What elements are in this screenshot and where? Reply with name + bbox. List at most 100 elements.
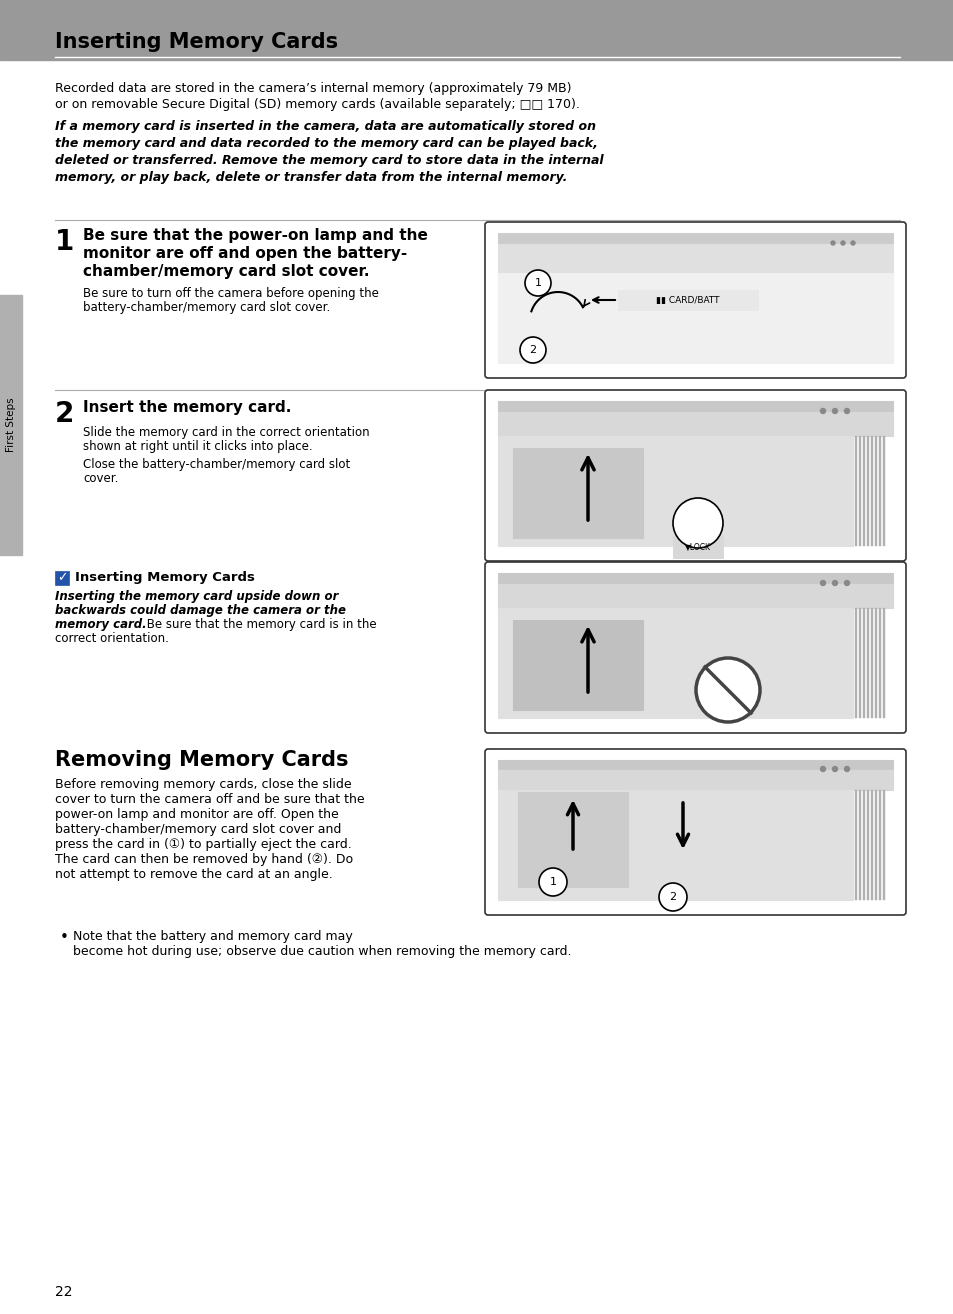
Circle shape [830, 240, 834, 244]
Text: Inserting Memory Cards: Inserting Memory Cards [75, 572, 254, 583]
Bar [878, 436, 880, 547]
Bar [497, 790, 852, 900]
Bar [874, 436, 876, 547]
Text: ✓: ✓ [56, 572, 67, 585]
Bar [866, 436, 868, 547]
Text: Be sure that the power-on lamp and the: Be sure that the power-on lamp and the [83, 229, 428, 243]
Bar [858, 608, 861, 717]
Text: Recorded data are stored in the camera’s internal memory (approximately 79 MB): Recorded data are stored in the camera’s… [55, 81, 571, 95]
Text: Close the battery-chamber/memory card slot: Close the battery-chamber/memory card sl… [83, 459, 350, 470]
Text: 2: 2 [529, 346, 536, 355]
Bar [854, 790, 856, 900]
Text: not attempt to remove the card at an angle.: not attempt to remove the card at an ang… [55, 869, 333, 880]
Text: monitor are off and open the battery-: monitor are off and open the battery- [83, 246, 407, 261]
Bar [0, 296, 22, 555]
Bar [497, 573, 892, 583]
Text: memory card.: memory card. [55, 618, 147, 631]
Bar [497, 273, 892, 363]
Bar [497, 401, 892, 411]
Bar [870, 608, 872, 717]
Circle shape [538, 869, 566, 896]
Bar [854, 608, 856, 717]
Bar [517, 792, 627, 887]
Text: become hot during use; observe due caution when removing the memory card.: become hot during use; observe due cauti… [73, 945, 571, 958]
Circle shape [843, 581, 848, 586]
Bar [513, 620, 642, 710]
Bar [874, 790, 876, 900]
Bar [497, 233, 892, 273]
Circle shape [850, 240, 854, 244]
Circle shape [832, 409, 837, 414]
Text: Removing Memory Cards: Removing Memory Cards [55, 750, 348, 770]
Text: 1: 1 [549, 876, 556, 887]
Text: Inserting Memory Cards: Inserting Memory Cards [55, 32, 337, 53]
Text: backwards could damage the camera or the: backwards could damage the camera or the [55, 604, 346, 618]
Text: 22: 22 [55, 1285, 72, 1300]
Circle shape [841, 240, 844, 244]
Bar [878, 790, 880, 900]
Text: deleted or transferred. Remove the memory card to store data in the internal: deleted or transferred. Remove the memor… [55, 154, 603, 167]
Text: If a memory card is inserted in the camera, data are automatically stored on: If a memory card is inserted in the came… [55, 120, 596, 133]
Bar [672, 536, 722, 558]
Text: memory, or play back, delete or transfer data from the internal memory.: memory, or play back, delete or transfer… [55, 171, 567, 184]
Bar [497, 233, 892, 243]
Bar [513, 448, 642, 537]
Text: the memory card and data recorded to the memory card can be played back,: the memory card and data recorded to the… [55, 137, 598, 150]
Text: battery-chamber/memory card slot cover and: battery-chamber/memory card slot cover a… [55, 823, 341, 836]
Circle shape [820, 581, 824, 586]
Bar [870, 790, 872, 900]
Text: ▮▮ CARD/BATT: ▮▮ CARD/BATT [656, 296, 719, 305]
Circle shape [832, 766, 837, 771]
Bar [862, 608, 864, 717]
Circle shape [519, 336, 545, 363]
Text: •: • [60, 930, 69, 945]
Circle shape [672, 498, 722, 548]
Text: Be sure that the memory card is in the: Be sure that the memory card is in the [143, 618, 376, 631]
Circle shape [832, 581, 837, 586]
Bar [870, 436, 872, 547]
Text: Note that the battery and memory card may: Note that the battery and memory card ma… [73, 930, 353, 943]
Text: press the card in (①) to partially eject the card.: press the card in (①) to partially eject… [55, 838, 352, 851]
Bar [497, 436, 852, 547]
Text: 2: 2 [669, 892, 676, 901]
Bar [874, 608, 876, 717]
Bar [618, 290, 758, 310]
Text: power-on lamp and monitor are off. Open the: power-on lamp and monitor are off. Open … [55, 808, 338, 821]
Circle shape [659, 883, 686, 911]
Bar [497, 759, 892, 769]
Bar [882, 608, 884, 717]
Bar [497, 608, 852, 717]
Circle shape [843, 409, 848, 414]
Text: Slide the memory card in the correct orientation: Slide the memory card in the correct ori… [83, 426, 369, 439]
Text: ▼LOCK: ▼LOCK [684, 543, 710, 552]
Circle shape [820, 766, 824, 771]
Text: 1: 1 [55, 229, 74, 256]
Bar [862, 436, 864, 547]
FancyBboxPatch shape [484, 390, 905, 561]
Bar [882, 436, 884, 547]
Text: shown at right until it clicks into place.: shown at right until it clicks into plac… [83, 440, 313, 453]
Circle shape [524, 269, 551, 296]
Text: correct orientation.: correct orientation. [55, 632, 169, 645]
FancyBboxPatch shape [484, 749, 905, 915]
Bar [866, 790, 868, 900]
Bar [878, 608, 880, 717]
Bar [858, 436, 861, 547]
Text: cover to turn the camera off and be sure that the: cover to turn the camera off and be sure… [55, 794, 364, 805]
Bar [862, 790, 864, 900]
Circle shape [843, 766, 848, 771]
Text: chamber/memory card slot cover.: chamber/memory card slot cover. [83, 264, 369, 279]
Text: Be sure to turn off the camera before opening the: Be sure to turn off the camera before op… [83, 286, 378, 300]
Circle shape [820, 409, 824, 414]
Bar [497, 401, 892, 436]
FancyBboxPatch shape [484, 222, 905, 378]
Text: 1: 1 [534, 279, 541, 288]
Bar [497, 573, 892, 608]
Text: battery-chamber/memory card slot cover.: battery-chamber/memory card slot cover. [83, 301, 330, 314]
Bar [854, 436, 856, 547]
Text: Insert the memory card.: Insert the memory card. [83, 399, 291, 415]
Text: The card can then be removed by hand (②). Do: The card can then be removed by hand (②)… [55, 853, 353, 866]
Text: cover.: cover. [83, 472, 118, 485]
Bar [55, 572, 69, 585]
Bar [858, 790, 861, 900]
